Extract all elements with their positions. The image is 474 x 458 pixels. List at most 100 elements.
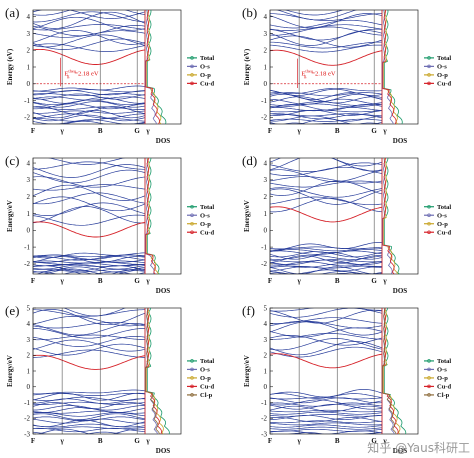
y-tick-label: 5 <box>27 304 31 312</box>
valence-band <box>33 113 145 119</box>
valence-band <box>33 423 145 428</box>
valence-band <box>33 103 145 110</box>
legend-label: O-s <box>200 64 210 71</box>
kpoint-label: γ <box>382 437 387 445</box>
conduction-band <box>33 184 145 191</box>
y-tick-label: 2 <box>27 47 31 55</box>
legend-marker <box>427 393 431 397</box>
conduction-band <box>33 202 145 216</box>
cu-d-band <box>270 206 382 223</box>
legend-marker <box>190 204 194 209</box>
y-tick-label: -2 <box>24 415 30 423</box>
conduction-band <box>33 10 145 19</box>
valence-band <box>36 269 145 274</box>
valence-band <box>270 276 382 281</box>
conduction-band <box>33 196 145 212</box>
conduction-band <box>270 321 382 336</box>
valence-band <box>33 392 145 401</box>
band-lines <box>270 158 382 281</box>
conduction-band <box>270 180 382 188</box>
conduction-band <box>284 10 345 16</box>
valence-band <box>33 97 145 104</box>
valence-band <box>270 388 382 398</box>
legend-label: O-p <box>437 221 448 228</box>
kpoint-label: F <box>31 127 35 135</box>
cu-d-band <box>270 49 382 66</box>
conduction-band <box>33 321 145 329</box>
kpoint-label: G <box>134 127 140 135</box>
kpoint-label: F <box>31 277 35 285</box>
panel-letter: (a) <box>5 5 19 20</box>
legend-marker <box>427 64 431 69</box>
conduction-band <box>33 192 145 205</box>
kpoint-label: B <box>335 437 340 445</box>
conduction-band <box>33 169 145 184</box>
conduction-band <box>33 214 145 226</box>
valence-band <box>270 405 382 412</box>
conduction-band <box>33 11 145 29</box>
legend-label: O-p <box>437 72 448 79</box>
legend-marker <box>190 56 194 60</box>
dos-curve <box>383 307 407 435</box>
dos-curve <box>145 307 160 435</box>
kpoint-label: F <box>268 127 272 135</box>
kpoint-label: F <box>31 437 35 445</box>
valence-band <box>33 437 145 441</box>
conduction-band <box>270 320 382 329</box>
valence-band <box>33 93 145 100</box>
y-tick-label: 4 <box>27 13 31 21</box>
conduction-band <box>33 161 145 170</box>
y-tick-label: -2 <box>24 260 30 268</box>
valence-band <box>270 266 382 272</box>
legend-label: Total <box>437 358 451 365</box>
kpoint-label: γ <box>382 277 387 285</box>
valence-band <box>270 87 382 95</box>
panel-letter: (b) <box>242 5 257 20</box>
y-tick-label: 2 <box>264 352 268 360</box>
dos-axis-label: DOS <box>156 447 171 455</box>
valence-band <box>33 278 145 284</box>
y-tick-label: 1 <box>264 63 268 71</box>
valence-band <box>270 420 382 424</box>
kpoint-label: γ <box>145 277 150 285</box>
y-tick-label: 2 <box>264 47 268 55</box>
valence-band <box>33 392 145 396</box>
legend-marker <box>427 359 431 363</box>
y-tick-label: 2 <box>27 352 31 360</box>
kpoint-label: γ <box>296 437 301 445</box>
conduction-band <box>48 158 126 165</box>
conduction-band <box>270 197 382 213</box>
conduction-band <box>270 187 382 198</box>
legend-label: O-p <box>437 375 448 382</box>
valence-band <box>270 402 382 407</box>
legend-marker <box>190 221 194 226</box>
conduction-band <box>270 158 382 172</box>
panel-letter: (c) <box>5 153 19 168</box>
legend-marker <box>427 367 431 372</box>
conduction-band <box>270 169 382 182</box>
valence-band <box>33 99 145 106</box>
legend-marker <box>190 213 194 217</box>
dos-curve <box>383 9 403 125</box>
conduction-band <box>270 317 382 324</box>
y-tick-label: -1 <box>24 243 30 251</box>
valence-band <box>33 114 145 122</box>
kpoint-label: γ <box>382 127 387 135</box>
legend-marker <box>427 384 431 389</box>
y-tick-label: -1 <box>261 399 267 407</box>
valence-band <box>33 110 145 114</box>
conduction-band <box>33 24 145 31</box>
y-tick-label: 1 <box>27 210 31 218</box>
kpoint-label: G <box>134 437 140 445</box>
valence-band <box>270 396 382 400</box>
legend-marker <box>190 367 194 372</box>
valence-band <box>33 402 145 410</box>
valence-band <box>270 430 382 434</box>
dos-axis-label: DOS <box>393 287 408 295</box>
dos-curve <box>145 157 156 275</box>
legend-marker <box>190 73 194 77</box>
